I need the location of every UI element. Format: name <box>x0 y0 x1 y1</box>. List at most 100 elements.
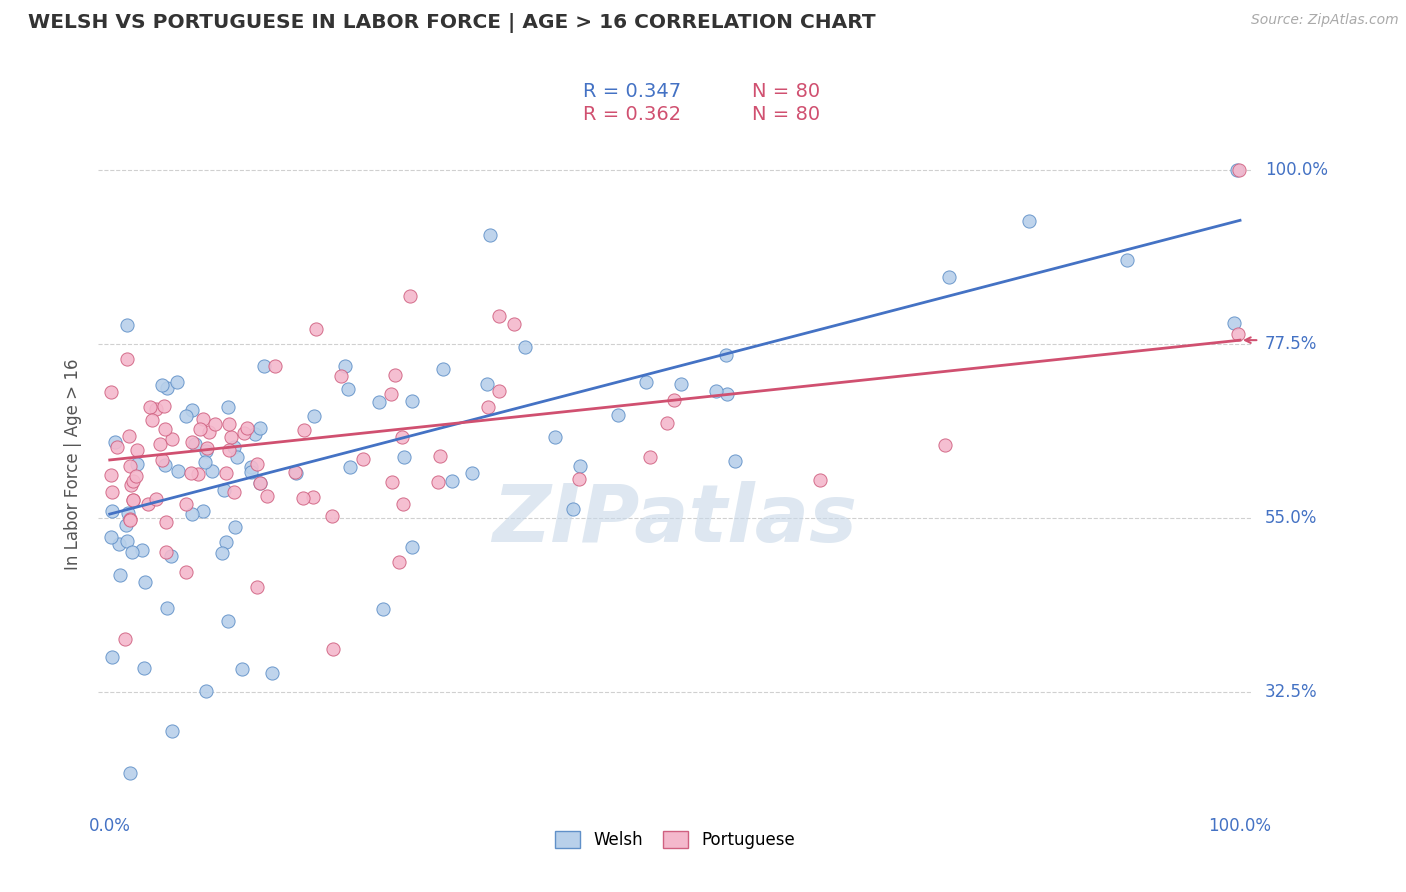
Point <box>218 443 240 458</box>
Text: R = 0.362: R = 0.362 <box>583 104 682 124</box>
Point <box>100 530 122 544</box>
Point <box>262 665 284 680</box>
Point <box>217 614 239 628</box>
Point <box>544 430 567 444</box>
Point <box>194 444 217 458</box>
Point <box>224 484 246 499</box>
Point <box>568 472 591 486</box>
Point <box>186 467 208 482</box>
Point <box>569 458 592 473</box>
Point <box>1115 253 1137 268</box>
Point <box>120 766 142 780</box>
Legend: Welsh, Portuguese: Welsh, Portuguese <box>548 824 801 855</box>
Point <box>1018 214 1040 228</box>
Point <box>657 416 679 430</box>
Text: 77.5%: 77.5% <box>1265 335 1317 353</box>
Point <box>160 549 183 563</box>
Point <box>461 466 484 480</box>
Point <box>339 459 361 474</box>
Point <box>160 432 183 446</box>
Point <box>149 437 172 451</box>
Point <box>218 417 240 431</box>
Point <box>432 362 454 376</box>
Point <box>121 492 143 507</box>
Point <box>488 309 510 323</box>
Point <box>100 384 122 399</box>
Point <box>284 465 307 479</box>
Point <box>477 400 499 414</box>
Point <box>166 375 188 389</box>
Point <box>174 566 197 580</box>
Text: 55.0%: 55.0% <box>1265 509 1317 527</box>
Point <box>211 546 233 560</box>
Point <box>934 437 956 451</box>
Point <box>217 400 239 414</box>
Point <box>117 506 139 520</box>
Point <box>938 270 960 285</box>
Point <box>373 601 395 615</box>
Point <box>388 554 411 568</box>
Point <box>103 434 125 449</box>
Point <box>427 475 450 489</box>
Point <box>215 535 238 549</box>
Point <box>131 542 153 557</box>
Point <box>101 485 124 500</box>
Point <box>193 411 215 425</box>
Point <box>284 466 307 480</box>
Point <box>153 422 176 436</box>
Point <box>503 318 526 332</box>
Point <box>195 683 218 698</box>
Point <box>256 489 278 503</box>
Point <box>115 517 138 532</box>
Point <box>246 580 269 594</box>
Point <box>115 318 138 332</box>
Point <box>249 420 271 434</box>
Point <box>233 426 256 441</box>
Point <box>488 384 510 398</box>
Text: Source: ZipAtlas.com: Source: ZipAtlas.com <box>1251 13 1399 28</box>
Point <box>398 288 420 302</box>
Point <box>197 425 219 440</box>
Point <box>561 501 583 516</box>
Point <box>153 399 176 413</box>
Point <box>231 662 253 676</box>
Text: N = 80: N = 80 <box>752 104 820 124</box>
Point <box>155 458 177 472</box>
Point <box>201 464 224 478</box>
Point <box>180 466 202 480</box>
Point <box>204 417 226 432</box>
Point <box>180 403 202 417</box>
Point <box>264 359 287 373</box>
Point <box>121 544 143 558</box>
Point <box>155 544 177 558</box>
Point <box>322 642 344 657</box>
Point <box>156 601 179 615</box>
Point <box>479 227 502 242</box>
Point <box>477 377 499 392</box>
Point <box>125 457 148 471</box>
Point <box>664 392 686 407</box>
Point <box>226 450 249 464</box>
Point <box>150 453 173 467</box>
Point <box>808 473 831 487</box>
Point <box>302 491 325 505</box>
Point <box>105 440 128 454</box>
Point <box>114 632 136 647</box>
Point <box>716 387 738 401</box>
Point <box>302 409 325 423</box>
Point <box>174 498 197 512</box>
Point <box>117 533 139 548</box>
Point <box>155 515 177 529</box>
Point <box>118 429 141 443</box>
Point <box>392 450 415 464</box>
Point <box>401 540 423 554</box>
Point <box>191 503 214 517</box>
Point <box>145 402 167 417</box>
Point <box>214 466 236 480</box>
Point <box>125 468 148 483</box>
Point <box>368 395 391 409</box>
Point <box>292 491 315 505</box>
Point <box>329 368 352 383</box>
Text: ZIPatlas: ZIPatlas <box>492 481 858 558</box>
Point <box>145 492 167 507</box>
